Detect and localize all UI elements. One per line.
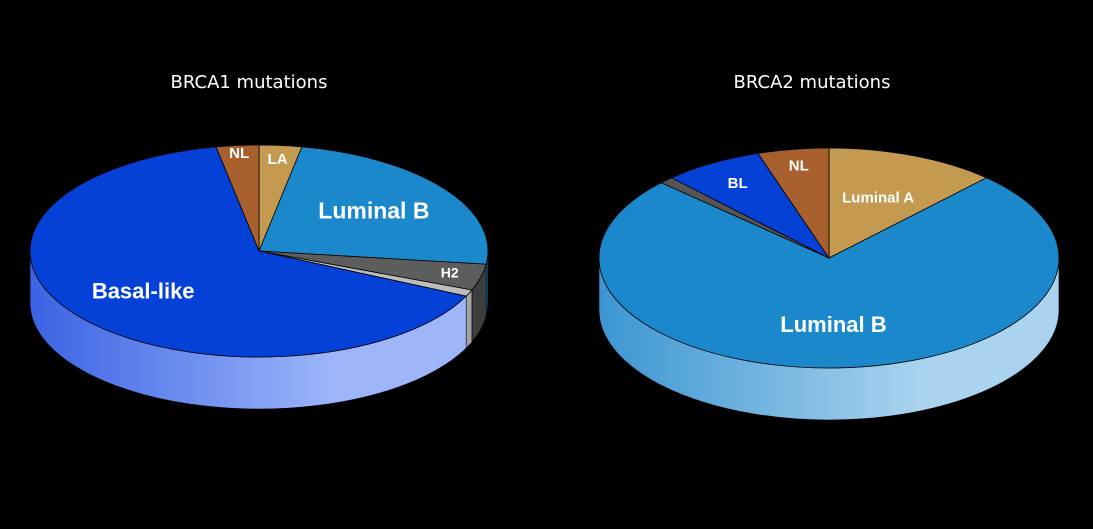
- pie-slice-luminal-b: [258, 146, 489, 265]
- pie-slice-nl: [757, 147, 830, 260]
- slice-label-luminal-a: Luminal A: [842, 190, 914, 207]
- slice-label-nl: NL: [229, 145, 249, 162]
- chart-title-brca2: BRCA2 mutations: [733, 72, 891, 93]
- pie-slice-basal-like: [29, 146, 468, 358]
- slice-label-bl: BL: [728, 175, 748, 192]
- chart-title-brca1: BRCA1 mutations: [170, 72, 328, 93]
- pie-slice-luminal-a: [828, 147, 988, 259]
- pie-slice-nl: [215, 144, 260, 252]
- pie-top: [29, 144, 489, 358]
- slice-label-h2: H2: [441, 264, 459, 280]
- slice-label-nl: NL: [789, 158, 809, 175]
- pie-slice-bl: [670, 152, 830, 259]
- slice-label-luminal-b: Luminal B: [780, 312, 886, 337]
- slice-label-la: LA: [268, 151, 288, 168]
- slice-label-basal-like: Basal-like: [92, 278, 195, 303]
- pie-top: [598, 147, 1060, 369]
- pie-slice-luminal-b: [598, 177, 1060, 369]
- slice-label-luminal-b: Luminal B: [318, 197, 429, 223]
